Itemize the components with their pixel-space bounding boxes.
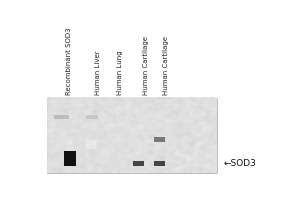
FancyBboxPatch shape: [86, 140, 96, 149]
FancyBboxPatch shape: [154, 137, 165, 142]
Text: Recombinant SOD3: Recombinant SOD3: [66, 27, 72, 95]
Text: Human Liver: Human Liver: [95, 50, 101, 95]
Text: ←SOD3: ←SOD3: [224, 159, 256, 168]
Text: Human Lung: Human Lung: [117, 50, 123, 95]
Text: Human Cartilage: Human Cartilage: [163, 36, 169, 95]
FancyBboxPatch shape: [54, 115, 69, 119]
FancyBboxPatch shape: [154, 161, 165, 166]
FancyBboxPatch shape: [47, 98, 217, 173]
FancyBboxPatch shape: [64, 151, 76, 166]
Text: Human Cartilage: Human Cartilage: [143, 36, 149, 95]
FancyBboxPatch shape: [134, 161, 144, 166]
FancyBboxPatch shape: [86, 115, 98, 119]
